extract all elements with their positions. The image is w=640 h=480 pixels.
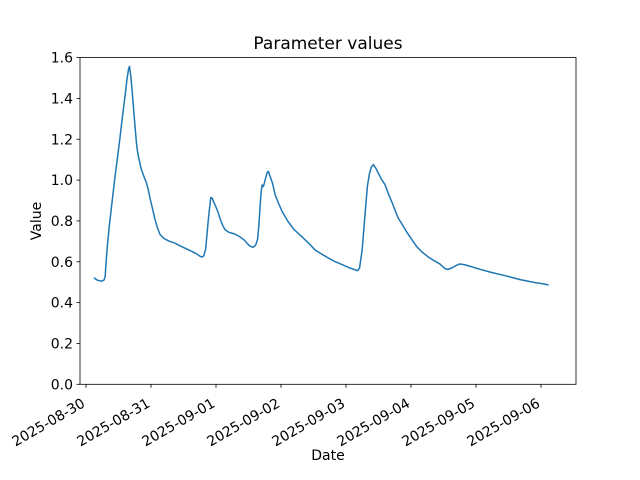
x-tick-label: 2025-08-31 — [75, 396, 153, 451]
plot-area: 2025-08-302025-08-312025-09-012025-09-02… — [10, 51, 577, 451]
x-tick-label: 2025-09-01 — [140, 396, 218, 451]
y-tick-label: 1.4 — [51, 91, 73, 107]
x-tick-label: 2025-09-04 — [335, 396, 414, 451]
y-tick-label: 1.2 — [51, 132, 73, 148]
series-line-parameter-value — [93, 65, 549, 286]
y-tick-label: 1.0 — [51, 173, 73, 189]
axes-spines — [79, 57, 577, 385]
x-tick-label: 2025-09-02 — [205, 396, 283, 451]
x-axis-label: Date — [311, 448, 344, 464]
y-tick-label: 0.0 — [51, 377, 73, 393]
x-tick-label: 2025-09-03 — [270, 396, 348, 451]
x-tick-label: 2025-09-05 — [400, 396, 478, 451]
x-tick-label: 2025-09-06 — [465, 396, 544, 451]
y-tick-label: 0.6 — [51, 255, 73, 271]
y-tick-label: 0.4 — [51, 296, 73, 312]
y-tick-label: 0.2 — [51, 336, 73, 352]
y-tick-label: 1.6 — [51, 51, 73, 67]
chart-title: Parameter values — [253, 34, 402, 54]
y-tick-label: 0.8 — [51, 214, 73, 230]
x-tick-label: 2025-08-30 — [10, 396, 88, 451]
y-axis-label: Value — [29, 202, 45, 240]
